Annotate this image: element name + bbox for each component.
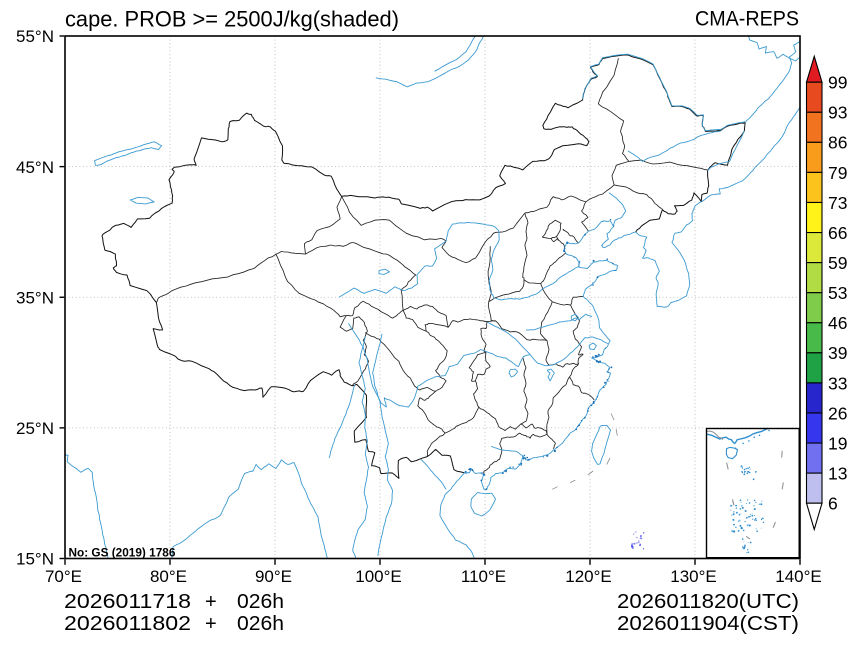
svg-text:90°E: 90°E	[255, 567, 292, 586]
svg-text:70°E: 70°E	[45, 567, 82, 586]
svg-text:6: 6	[828, 494, 838, 514]
svg-text:19: 19	[828, 433, 847, 453]
svg-text:026h: 026h	[237, 613, 284, 635]
svg-text:46: 46	[828, 313, 847, 333]
svg-text:66: 66	[828, 223, 847, 243]
svg-text:2026011820(UTC): 2026011820(UTC)	[617, 591, 799, 613]
svg-text:CMA-REPS: CMA-REPS	[695, 7, 799, 31]
svg-text:80°E: 80°E	[150, 567, 187, 586]
svg-text:+: +	[205, 591, 217, 613]
svg-text:53: 53	[828, 283, 847, 303]
svg-text:cape. PROB >= 2500J/kg(shaded): cape. PROB >= 2500J/kg(shaded)	[65, 7, 399, 32]
svg-text:110°E: 110°E	[461, 567, 506, 586]
svg-text:2026011802: 2026011802	[64, 613, 191, 635]
svg-text:86: 86	[828, 133, 847, 153]
svg-text:93: 93	[828, 103, 847, 123]
svg-text:130°E: 130°E	[670, 567, 717, 586]
svg-text:79: 79	[828, 163, 847, 183]
svg-text:55°N: 55°N	[16, 27, 54, 46]
svg-text:59: 59	[828, 253, 847, 273]
svg-text:26: 26	[828, 403, 847, 423]
svg-text:+: +	[205, 613, 217, 635]
svg-text:2026011904(CST): 2026011904(CST)	[617, 613, 799, 635]
svg-text:100°E: 100°E	[355, 567, 402, 586]
svg-text:15°N: 15°N	[16, 550, 54, 569]
svg-text:45°N: 45°N	[16, 158, 54, 177]
svg-text:2026011718: 2026011718	[64, 591, 191, 613]
svg-text:13: 13	[828, 464, 847, 484]
svg-text:99: 99	[828, 73, 847, 93]
svg-text:25°N: 25°N	[16, 419, 54, 438]
svg-text:120°E: 120°E	[565, 567, 612, 586]
svg-text:39: 39	[828, 343, 847, 363]
svg-text:73: 73	[828, 193, 847, 213]
svg-text:No: GS (2019) 1786: No: GS (2019) 1786	[69, 546, 176, 560]
svg-text:026h: 026h	[237, 591, 284, 613]
svg-text:140°E: 140°E	[775, 567, 822, 586]
svg-text:33: 33	[828, 373, 847, 393]
svg-text:35°N: 35°N	[16, 288, 54, 307]
